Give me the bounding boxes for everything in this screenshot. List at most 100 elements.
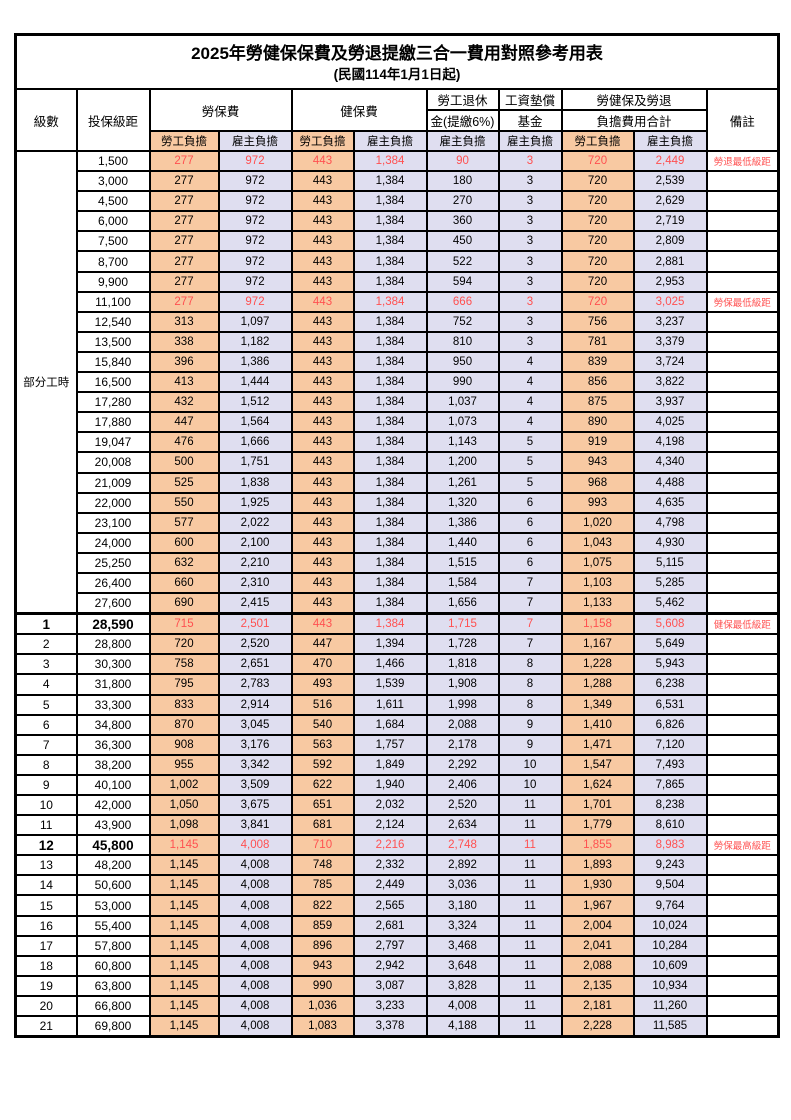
subheader-wage-fund-employer: 雇主負擔 <box>497 130 563 152</box>
level-cell: 20 <box>14 994 78 1018</box>
bracket-cell: 36,300 <box>75 733 151 756</box>
health-self-cell: 443 <box>290 290 355 313</box>
labor-self-cell: 277 <box>148 210 220 233</box>
note-cell <box>705 431 780 454</box>
health-employer-cell: 1,384 <box>352 491 428 514</box>
subheader-labor-self: 勞工負擔 <box>148 130 220 152</box>
total-self-cell: 1,133 <box>560 592 635 615</box>
labor-employer-cell: 4,008 <box>217 994 293 1018</box>
table-row: 17 57,800 1,145 4,008 896 2,797 3,468 11 2,041 10… <box>14 934 780 957</box>
wage-fund-employer-cell: 6 <box>497 491 563 514</box>
pension-employer-cell: 1,261 <box>425 471 500 494</box>
table-row: 5 33,300 833 2,914 516 1,611 1,998 8 1,349 6,531 <box>14 693 780 716</box>
note-cell <box>705 753 780 776</box>
wage-fund-employer-cell: 7 <box>497 592 563 615</box>
bracket-cell: 20,008 <box>75 451 151 474</box>
total-self-cell: 1,410 <box>560 713 635 736</box>
pension-employer-cell: 1,656 <box>425 592 500 615</box>
total-employer-cell: 3,937 <box>632 391 708 414</box>
total-self-cell: 756 <box>560 310 635 333</box>
labor-self-cell: 758 <box>148 653 220 676</box>
labor-employer-cell: 4,008 <box>217 934 293 957</box>
total-employer-cell: 5,285 <box>632 571 708 595</box>
labor-employer-cell: 4,008 <box>217 974 293 997</box>
total-self-cell: 720 <box>560 230 635 253</box>
bracket-cell: 9,900 <box>75 270 151 293</box>
wage-fund-employer-cell: 3 <box>497 210 563 233</box>
pension-employer-cell: 3,468 <box>425 934 500 957</box>
table-row: 12 45,800 1,145 4,008 710 2,216 2,748 11 1,855 8,… <box>14 834 780 857</box>
bracket-cell: 22,000 <box>75 491 151 514</box>
health-employer-cell: 2,124 <box>352 814 428 837</box>
pension-employer-cell: 2,634 <box>425 814 500 837</box>
total-employer-cell: 11,260 <box>632 994 708 1018</box>
note-cell <box>705 531 780 554</box>
bracket-cell: 28,800 <box>75 633 151 656</box>
table-row: 13,500 338 1,182 443 1,384 810 3 781 3,379 <box>16 330 780 353</box>
total-self-cell: 2,041 <box>560 934 635 957</box>
health-self-cell: 943 <box>290 954 355 977</box>
labor-self-cell: 550 <box>148 491 220 514</box>
health-employer-cell: 1,384 <box>352 511 428 534</box>
total-self-cell: 720 <box>560 149 635 173</box>
health-self-cell: 1,036 <box>290 994 355 1018</box>
note-cell: 健保最低級距 <box>705 612 780 636</box>
health-self-cell: 710 <box>290 834 355 857</box>
total-employer-cell: 8,983 <box>632 834 708 857</box>
table-row: 2 28,800 720 2,520 447 1,394 1,728 7 1,167 5,649 <box>14 633 780 656</box>
total-self-cell: 943 <box>560 451 635 474</box>
total-self-cell: 1,228 <box>560 653 635 676</box>
labor-self-cell: 1,145 <box>148 854 220 877</box>
wage-fund-employer-cell: 9 <box>497 713 563 736</box>
wage-fund-employer-cell: 11 <box>497 793 563 817</box>
wage-fund-employer-cell: 8 <box>497 693 563 716</box>
health-self-cell: 443 <box>290 190 355 213</box>
pension-employer-cell: 3,036 <box>425 874 500 897</box>
bracket-cell: 26,400 <box>75 571 151 595</box>
page-title: 2025年勞健保保費及勞退提繳三合一費用對照參考用表 <box>191 43 603 63</box>
table-row: 19 63,800 1,145 4,008 990 3,087 3,828 11 2,135 10… <box>14 974 780 997</box>
labor-employer-cell: 2,415 <box>217 592 293 615</box>
pension-employer-cell: 3,180 <box>425 894 500 917</box>
note-cell <box>705 934 780 957</box>
bracket-cell: 63,800 <box>75 974 151 997</box>
bracket-cell: 15,840 <box>75 350 151 374</box>
labor-self-cell: 277 <box>148 270 220 293</box>
total-employer-cell: 4,025 <box>632 411 708 434</box>
wage-fund-employer-cell: 3 <box>497 190 563 213</box>
health-employer-cell: 1,384 <box>352 190 428 213</box>
wage-fund-employer-cell: 7 <box>497 612 563 636</box>
total-self-cell: 781 <box>560 330 635 353</box>
wage-fund-employer-cell: 8 <box>497 653 563 676</box>
level-cell: 15 <box>14 894 78 917</box>
bracket-cell: 17,880 <box>75 411 151 434</box>
wage-fund-employer-cell: 5 <box>497 431 563 454</box>
part-time-group-label: 部分工時 <box>14 150 78 615</box>
labor-employer-cell: 2,210 <box>217 551 293 574</box>
wage-fund-employer-cell: 3 <box>497 310 563 333</box>
pension-employer-cell: 1,818 <box>425 653 500 676</box>
bracket-cell: 28,590 <box>75 612 151 636</box>
labor-self-cell: 277 <box>148 149 220 173</box>
labor-employer-cell: 972 <box>217 170 293 193</box>
pension-employer-cell: 1,073 <box>425 411 500 434</box>
table-row: 6 34,800 870 3,045 540 1,684 2,088 9 1,410 6,826 <box>14 713 780 736</box>
table-row: 8 38,200 955 3,342 592 1,849 2,292 10 1,547 7,493 <box>14 753 780 776</box>
pension-employer-cell: 2,520 <box>425 793 500 817</box>
labor-self-cell: 795 <box>148 673 220 696</box>
health-employer-cell: 1,384 <box>352 391 428 414</box>
total-self-cell: 839 <box>560 350 635 374</box>
table-row: 20,008 500 1,751 443 1,384 1,200 5 943 4,340 <box>16 451 780 474</box>
bracket-cell: 4,500 <box>75 190 151 213</box>
table-row: 7,500 277 972 443 1,384 450 3 720 2,809 <box>16 230 780 253</box>
note-cell <box>705 974 780 997</box>
table-row: 22,000 550 1,925 443 1,384 1,320 6 993 4,635 <box>16 491 780 514</box>
table-row: 20 66,800 1,145 4,008 1,036 3,233 4,008 11 2,181… <box>14 994 780 1018</box>
table-row: 7 36,300 908 3,176 563 1,757 2,178 9 1,471 7,120 <box>14 733 780 756</box>
total-self-cell: 720 <box>560 290 635 313</box>
subheader-health-employer: 雇主負擔 <box>352 130 428 152</box>
health-self-cell: 443 <box>290 210 355 233</box>
health-employer-cell: 2,332 <box>352 854 428 877</box>
total-employer-cell: 6,238 <box>632 673 708 696</box>
labor-self-cell: 1,050 <box>148 793 220 817</box>
